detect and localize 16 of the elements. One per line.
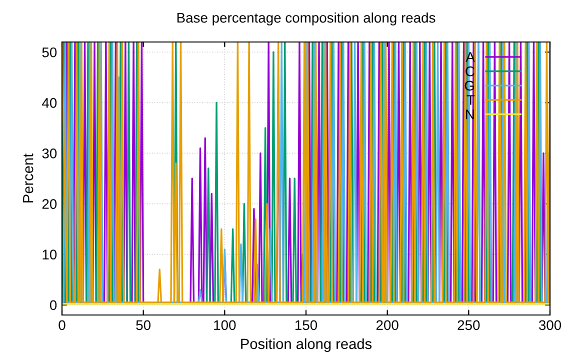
chart-title: Base percentage composition along reads xyxy=(177,12,436,26)
x-tick-label: 0 xyxy=(58,320,66,330)
x-tick-label: 150 xyxy=(295,320,318,330)
y-tick-label: 30 xyxy=(42,148,57,158)
y-axis-title: Percent xyxy=(23,153,34,202)
y-tick-label: 20 xyxy=(42,199,57,209)
y-tick-label: 10 xyxy=(42,250,57,260)
x-tick-label: 250 xyxy=(458,320,480,330)
y-tick-label: 40 xyxy=(42,98,57,108)
x-tick-label: 50 xyxy=(136,320,151,330)
y-tick-label: 50 xyxy=(42,47,57,58)
x-tick-label: 100 xyxy=(214,320,236,330)
x-tick-label: 300 xyxy=(538,320,562,330)
y-tick-label: 0 xyxy=(50,300,57,310)
x-axis-title: Position along reads xyxy=(241,338,372,352)
x-tick-label: 200 xyxy=(376,320,398,330)
